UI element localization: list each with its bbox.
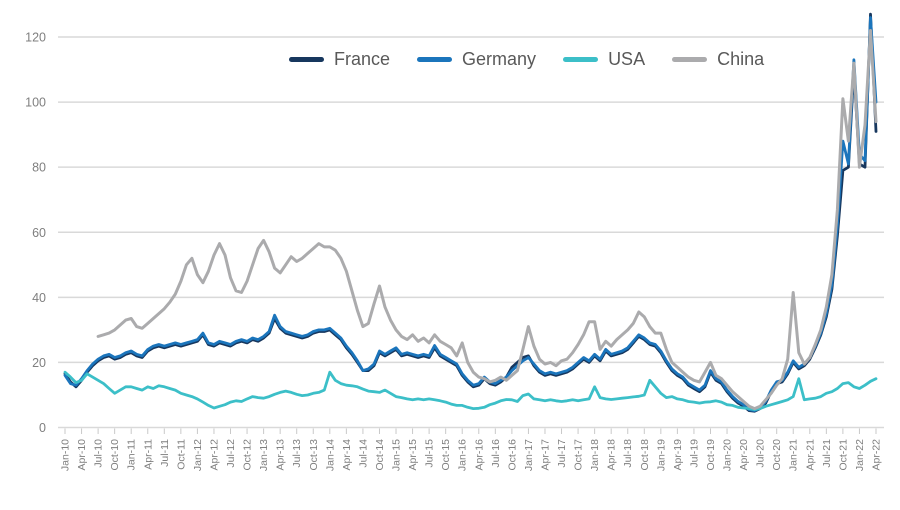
legend-label-france: France: [334, 49, 391, 69]
y-tick-label: 120: [25, 31, 46, 45]
x-tick-label: Jan-15: [391, 439, 403, 471]
usa-line-swatch-icon: [563, 56, 599, 62]
x-tick-label: Jul-13: [291, 439, 303, 468]
x-tick-label: Jul-21: [821, 439, 833, 468]
x-tick-label: Oct-18: [639, 439, 651, 471]
x-tick-label: Apr-21: [804, 439, 816, 471]
x-tick-label: Oct-13: [308, 439, 320, 471]
x-tick-label: Jan-21: [788, 439, 800, 471]
china-line-swatch-icon: [672, 56, 708, 62]
x-tick-label: Jan-18: [589, 439, 601, 471]
legend-item-china: China: [672, 50, 764, 68]
x-tick-label: Jan-12: [192, 439, 204, 471]
y-tick-label: 40: [32, 291, 46, 305]
germany-line-swatch-icon: [417, 56, 453, 62]
x-tick-label: Apr-16: [473, 439, 485, 471]
x-tick-label: Oct-11: [175, 439, 187, 470]
x-tick-label: Jul-19: [688, 439, 700, 468]
x-tick-label: Oct-21: [837, 439, 849, 471]
x-tick-label: Jan-17: [523, 439, 535, 471]
x-tick-label: Oct-17: [573, 439, 585, 471]
x-tick-label: Jul-16: [490, 439, 502, 468]
x-tick-label: Jul-15: [424, 439, 436, 468]
y-tick-label: 20: [32, 356, 46, 370]
x-tick-label: Apr-20: [738, 439, 750, 471]
x-tick-label: Apr-15: [407, 439, 419, 471]
x-tick-label: Jan-22: [854, 439, 866, 471]
x-tick-label: Oct-10: [109, 439, 121, 471]
x-tick-label: Apr-11: [142, 439, 154, 470]
france-line-swatch-icon: [289, 56, 324, 62]
x-tick-label: Jan-16: [457, 439, 469, 471]
x-tick-label: Apr-10: [76, 439, 88, 471]
x-tick-label: Jan-14: [324, 439, 336, 471]
legend-label-china: China: [717, 49, 765, 69]
x-tick-label: Jul-12: [225, 439, 237, 468]
x-tick-label: Apr-17: [539, 439, 551, 471]
series-line-germany: [63, 16, 878, 413]
y-tick-label: 100: [25, 96, 46, 110]
x-tick-label: Jul-14: [357, 439, 369, 468]
x-tick-label: Apr-12: [208, 439, 220, 471]
y-tick-label: 80: [32, 161, 46, 175]
x-tick-label: Apr-13: [275, 439, 287, 471]
x-tick-label: Apr-18: [606, 439, 618, 471]
chart-legend: France Germany USA China: [289, 50, 764, 68]
x-tick-label: Jan-19: [655, 439, 667, 471]
x-tick-label: Jan-11: [126, 439, 138, 470]
x-tick-label: Jul-20: [755, 439, 767, 468]
x-tick-label: Jul-18: [622, 439, 634, 468]
x-tick-label: Oct-19: [705, 439, 717, 471]
x-tick-label: Jan-20: [722, 439, 734, 471]
x-tick-label: Oct-16: [506, 439, 518, 471]
x-tick-label: Oct-20: [771, 439, 783, 471]
x-tick-label: Jul-10: [93, 439, 105, 468]
y-tick-label: 60: [32, 226, 46, 240]
legend-label-usa: USA: [608, 49, 646, 69]
x-tick-label: Oct-15: [440, 439, 452, 471]
x-tick-label: Oct-12: [242, 439, 254, 471]
legend-item-germany: Germany: [417, 50, 536, 68]
x-tick-label: Oct-14: [374, 439, 386, 471]
x-tick-label: Jan-10: [60, 439, 72, 471]
series-line-usa: [63, 370, 878, 412]
y-tick-label: 0: [39, 421, 46, 435]
x-tick-label: Jul-17: [556, 439, 568, 468]
legend-item-france: France: [289, 50, 390, 68]
x-tick-label: Jan-13: [258, 439, 270, 471]
x-tick-label: Apr-19: [672, 439, 684, 471]
legend-item-usa: USA: [563, 50, 645, 68]
x-tick-label: Jul-11: [159, 439, 171, 467]
x-tick-label: Apr-22: [871, 439, 883, 471]
x-tick-label: Apr-14: [341, 439, 353, 471]
series-line-china: [96, 29, 878, 411]
legend-label-germany: Germany: [462, 49, 537, 69]
series-line-france: [63, 12, 878, 413]
